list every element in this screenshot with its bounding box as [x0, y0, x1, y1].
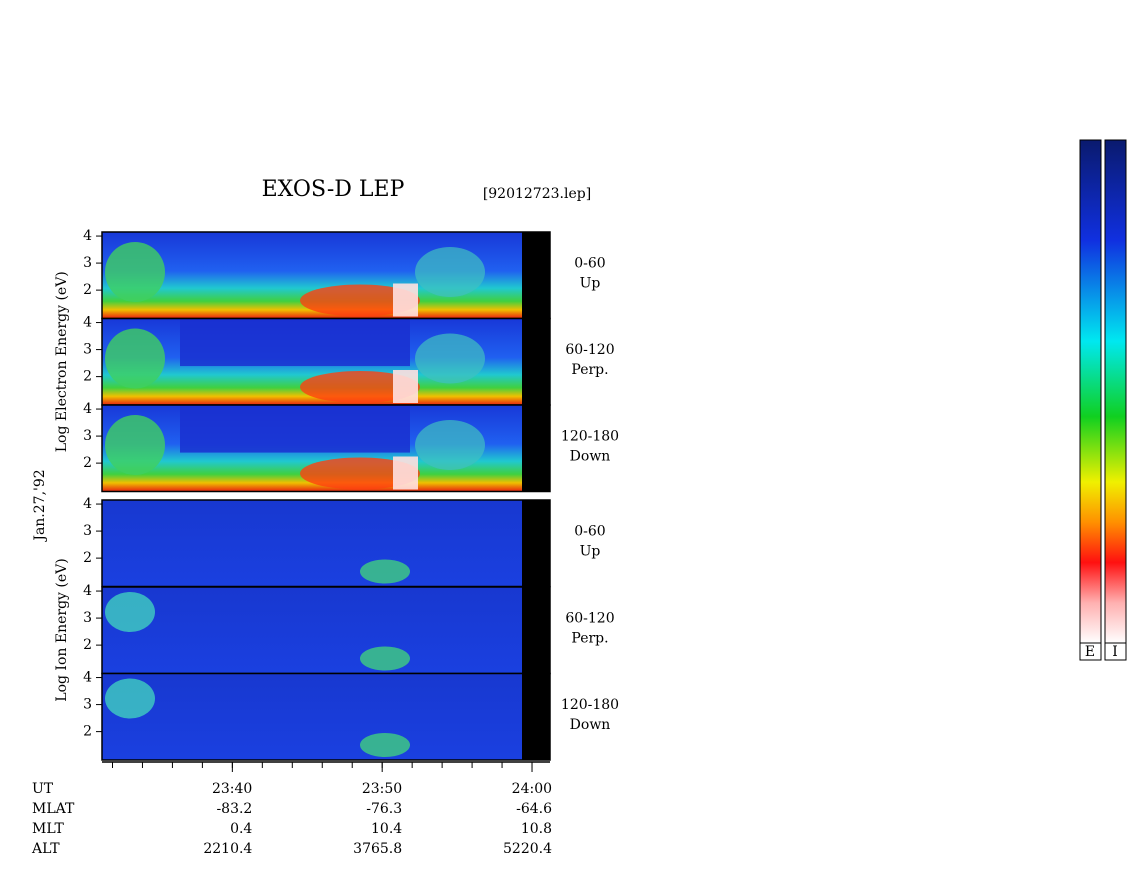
- ephemeris-name: MLAT: [32, 801, 75, 817]
- spectral-feature: [180, 318, 410, 367]
- spectrogram: [102, 673, 522, 760]
- x-tick-label: 23:40: [212, 781, 252, 797]
- y-tick-label: 3: [83, 523, 92, 539]
- ephemeris-value: 5220.4: [503, 841, 552, 857]
- panel-angle: 120-180: [561, 428, 619, 444]
- ephemeris-value: 2210.4: [203, 841, 252, 857]
- x-tick-label: 23:50: [362, 781, 402, 797]
- data-gap: [522, 318, 550, 405]
- y-axis-label: Log Electron Energy (eV): [54, 271, 70, 452]
- panel-frame: [101, 404, 551, 493]
- ephemeris-value: -83.2: [216, 801, 252, 817]
- file-name: [92012723.lep]: [483, 186, 591, 202]
- spectral-feature: [393, 456, 418, 490]
- spectrogram: [102, 500, 522, 587]
- colorbar-label: I: [1112, 644, 1118, 660]
- chart-title: EXOS-D LEP: [262, 177, 405, 202]
- spectral-feature: [105, 592, 155, 632]
- spectral-feature: [180, 405, 410, 453]
- y-tick-label: 4: [83, 228, 92, 244]
- y-tick-label: 2: [83, 369, 92, 385]
- ephemeris-value: -64.6: [516, 801, 552, 817]
- y-tick-label: 4: [83, 315, 92, 331]
- panel-angle: 0-60: [574, 523, 605, 539]
- spectral-feature: [415, 420, 485, 470]
- data-gap: [522, 232, 550, 319]
- spectral-feature: [105, 328, 165, 389]
- y-tick-label: 2: [83, 637, 92, 653]
- spectral-feature: [300, 371, 420, 403]
- panel-direction: Up: [580, 543, 601, 559]
- panel-frame: [101, 672, 551, 761]
- panel-angle: 60-120: [565, 342, 614, 358]
- y-tick-label: 2: [83, 724, 92, 740]
- panel-direction: Perp.: [571, 630, 608, 646]
- spectral-feature: [300, 457, 420, 490]
- spectrogram: [102, 587, 522, 674]
- ephemeris-name: ALT: [31, 841, 60, 857]
- spectral-feature: [393, 283, 418, 317]
- spectral-feature: [360, 646, 410, 671]
- date: Jan.27,'92: [32, 469, 48, 542]
- y-tick-label: 4: [83, 496, 92, 512]
- colorbar: [1104, 139, 1127, 644]
- spectral-feature: [360, 559, 410, 584]
- panel-direction: Perp.: [571, 362, 608, 378]
- panel-direction: Down: [570, 717, 611, 733]
- data-gap: [522, 673, 550, 760]
- spectral-feature: [105, 242, 165, 302]
- spectral-feature: [393, 370, 418, 403]
- data-gap: [522, 405, 550, 492]
- y-tick-label: 4: [83, 401, 92, 417]
- panel-angle: 120-180: [561, 697, 619, 713]
- data-gap: [522, 587, 550, 674]
- spectral-feature: [360, 733, 410, 757]
- colorbar-box: [1104, 642, 1127, 661]
- spectral-feature: [415, 247, 485, 297]
- panel-angle: 0-60: [574, 255, 605, 271]
- y-tick-label: 2: [83, 282, 92, 298]
- spectral-feature: [300, 284, 420, 317]
- ephemeris-name: MLT: [32, 821, 64, 837]
- ephemeris-value: 10.4: [371, 821, 402, 837]
- y-tick-label: 2: [83, 550, 92, 566]
- colorbar: [1079, 139, 1102, 644]
- ephemeris-value: 0.4: [230, 821, 252, 837]
- ephemeris-value: 3765.8: [353, 841, 402, 857]
- colorbar-label: E: [1085, 644, 1095, 660]
- y-tick-label: 4: [83, 583, 92, 599]
- y-tick-label: 3: [83, 428, 92, 444]
- ephemeris-value: -76.3: [366, 801, 402, 817]
- y-tick-label: 3: [83, 342, 92, 358]
- y-tick-label: 2: [83, 455, 92, 471]
- data-gap: [522, 500, 550, 587]
- panel-direction: Down: [570, 448, 611, 464]
- y-tick-label: 3: [83, 255, 92, 271]
- colorbar-box: [1079, 642, 1102, 661]
- x-axis-label: UT: [32, 781, 54, 797]
- y-tick-label: 4: [83, 670, 92, 686]
- y-tick-label: 3: [83, 697, 92, 713]
- y-tick-label: 3: [83, 610, 92, 626]
- ephemeris-value: 10.8: [521, 821, 552, 837]
- x-tick-label: 24:00: [512, 781, 552, 797]
- spectral-feature: [415, 333, 485, 384]
- panel-angle: 60-120: [565, 610, 614, 626]
- spectral-feature: [105, 678, 155, 719]
- y-axis-label: Log Ion Energy (eV): [54, 558, 70, 701]
- panel-direction: Up: [580, 275, 601, 291]
- spectral-feature: [105, 415, 165, 475]
